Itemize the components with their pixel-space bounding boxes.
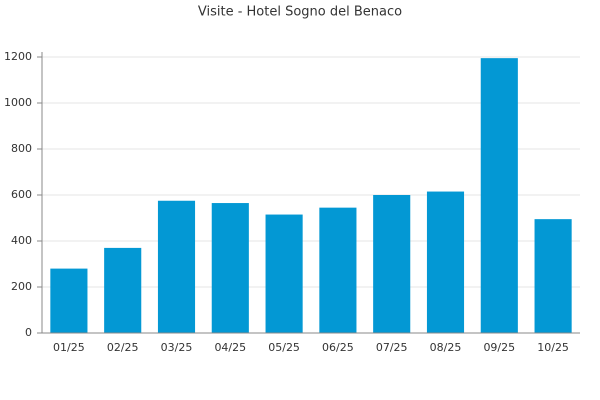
bar	[534, 219, 572, 333]
y-tick-label: 1000	[4, 96, 32, 109]
bar	[480, 58, 518, 334]
bar	[265, 214, 303, 333]
y-tick-label: 200	[11, 280, 32, 293]
bar	[50, 268, 88, 333]
y-tick-label: 400	[11, 234, 32, 247]
x-tick-label: 08/25	[430, 341, 462, 354]
x-tick-label: 09/25	[483, 341, 515, 354]
x-tick-label: 05/25	[268, 341, 300, 354]
x-tick-label: 01/25	[53, 341, 85, 354]
y-tick-label: 800	[11, 142, 32, 155]
bar	[211, 203, 249, 333]
bar	[373, 195, 411, 333]
bar	[319, 207, 357, 333]
x-tick-label: 07/25	[376, 341, 408, 354]
chart-title: Visite - Hotel Sogno del Benaco	[198, 5, 402, 20]
x-tick-label: 02/25	[107, 341, 139, 354]
bar	[157, 200, 196, 333]
y-tick-label: 1200	[4, 50, 32, 63]
x-tick-label: 06/25	[322, 341, 354, 354]
bar	[426, 191, 465, 333]
y-tick-label: 0	[25, 326, 32, 339]
x-tick-label: 03/25	[161, 341, 193, 354]
x-tick-label: 10/25	[537, 341, 569, 354]
bar	[104, 247, 142, 333]
x-tick-label: 04/25	[214, 341, 246, 354]
y-tick-label: 600	[11, 188, 32, 201]
